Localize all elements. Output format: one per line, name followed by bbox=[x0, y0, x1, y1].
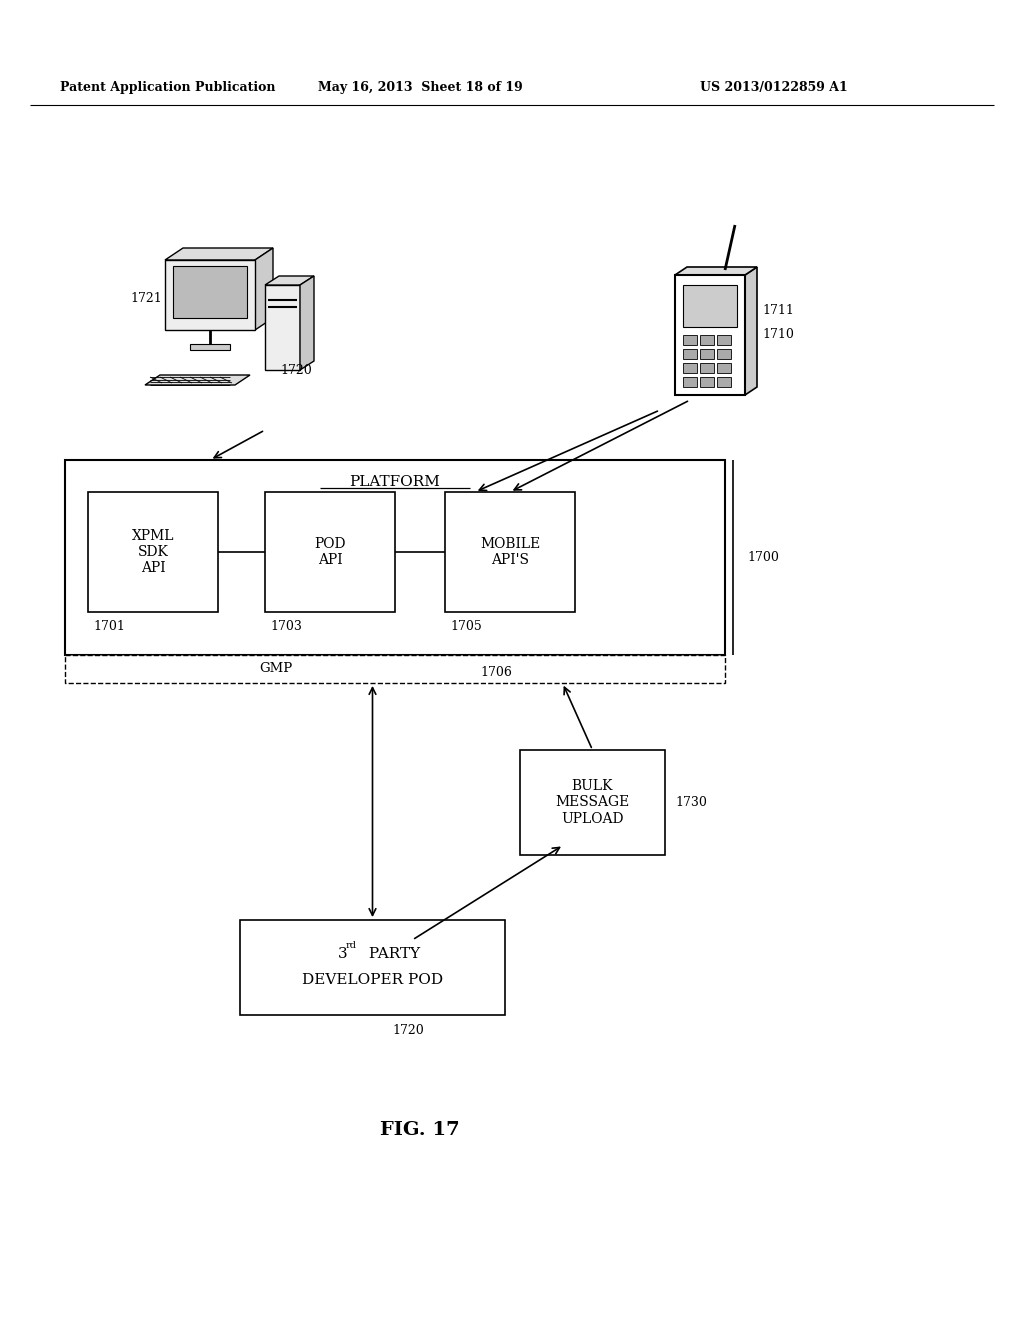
Bar bbox=[265, 492, 395, 612]
Text: BULK
MESSAGE
UPLOAD: BULK MESSAGE UPLOAD bbox=[555, 779, 630, 826]
Text: May 16, 2013  Sheet 18 of 19: May 16, 2013 Sheet 18 of 19 bbox=[317, 82, 522, 95]
Polygon shape bbox=[255, 248, 273, 330]
Text: 1710: 1710 bbox=[762, 329, 794, 342]
Bar bbox=[683, 348, 697, 359]
Bar bbox=[88, 492, 218, 612]
Bar bbox=[683, 378, 697, 387]
Bar bbox=[520, 750, 665, 855]
Text: DEVELOPER POD: DEVELOPER POD bbox=[302, 973, 443, 986]
Text: 1720: 1720 bbox=[280, 363, 311, 376]
Bar bbox=[717, 335, 731, 345]
Bar bbox=[165, 260, 255, 330]
Polygon shape bbox=[300, 276, 314, 370]
Polygon shape bbox=[145, 375, 250, 385]
Text: rd: rd bbox=[345, 941, 356, 950]
Text: MOBILE
API'S: MOBILE API'S bbox=[480, 537, 540, 568]
Bar bbox=[683, 285, 737, 327]
Text: 1705: 1705 bbox=[450, 619, 481, 632]
Polygon shape bbox=[265, 276, 314, 285]
Polygon shape bbox=[165, 248, 273, 260]
Text: 3: 3 bbox=[338, 946, 347, 961]
Bar bbox=[65, 655, 725, 682]
Bar bbox=[717, 378, 731, 387]
Bar bbox=[675, 275, 745, 395]
Text: PARTY: PARTY bbox=[365, 946, 421, 961]
Polygon shape bbox=[745, 267, 757, 395]
Bar bbox=[700, 363, 714, 374]
Bar bbox=[265, 285, 300, 370]
Text: Patent Application Publication: Patent Application Publication bbox=[60, 82, 275, 95]
Text: 1721: 1721 bbox=[130, 292, 162, 305]
Text: 1701: 1701 bbox=[93, 619, 125, 632]
Text: 1720: 1720 bbox=[392, 1023, 424, 1036]
Text: PLATFORM: PLATFORM bbox=[349, 475, 440, 488]
Bar bbox=[717, 363, 731, 374]
Bar bbox=[65, 459, 725, 655]
Bar bbox=[717, 348, 731, 359]
Text: 1703: 1703 bbox=[270, 619, 302, 632]
Bar bbox=[683, 335, 697, 345]
Text: 1706: 1706 bbox=[480, 665, 512, 678]
Text: 1730: 1730 bbox=[675, 796, 707, 809]
Bar bbox=[700, 348, 714, 359]
Text: XPML
SDK
API: XPML SDK API bbox=[132, 529, 174, 576]
Polygon shape bbox=[675, 267, 757, 275]
Bar bbox=[700, 335, 714, 345]
Text: POD
API: POD API bbox=[314, 537, 346, 568]
Text: GMP: GMP bbox=[259, 663, 293, 676]
Text: FIG. 17: FIG. 17 bbox=[380, 1121, 460, 1139]
Text: 1711: 1711 bbox=[762, 304, 794, 317]
Bar bbox=[700, 378, 714, 387]
Bar bbox=[190, 345, 230, 350]
Text: 1700: 1700 bbox=[746, 550, 779, 564]
Bar bbox=[240, 920, 505, 1015]
Bar bbox=[445, 492, 575, 612]
Text: US 2013/0122859 A1: US 2013/0122859 A1 bbox=[700, 82, 848, 95]
Bar bbox=[683, 363, 697, 374]
Bar bbox=[173, 267, 247, 318]
